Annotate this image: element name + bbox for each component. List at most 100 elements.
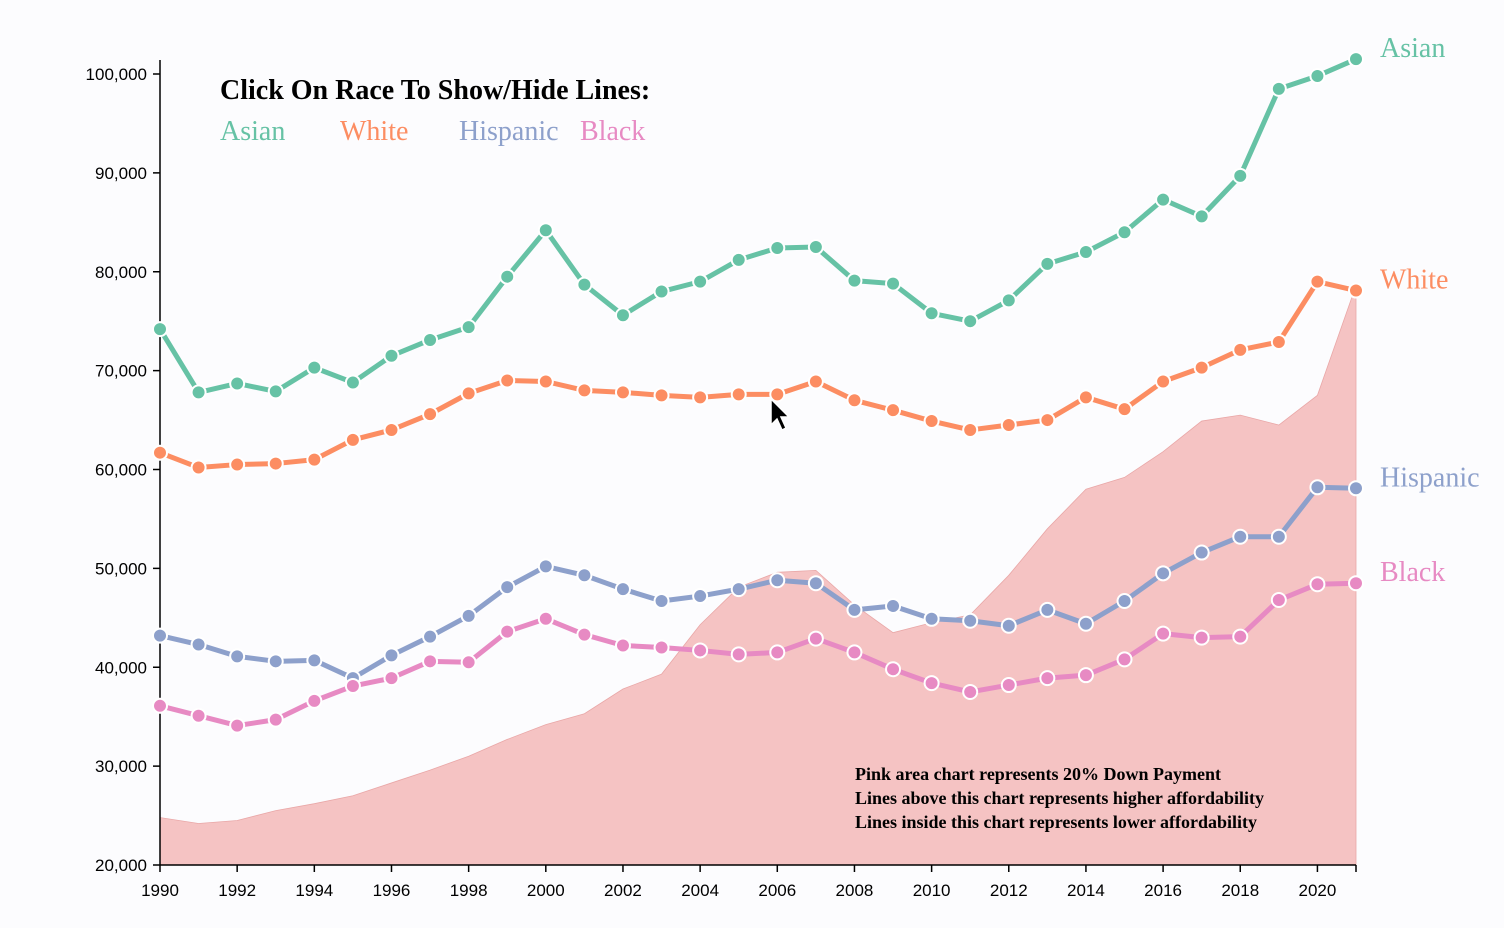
- data-point-asian[interactable]: [923, 305, 940, 322]
- data-point-asian[interactable]: [1270, 80, 1287, 97]
- data-point-hispanic[interactable]: [692, 588, 709, 605]
- data-point-white[interactable]: [846, 392, 863, 409]
- data-point-black[interactable]: [460, 654, 477, 671]
- data-point-hispanic[interactable]: [422, 628, 439, 645]
- data-point-black[interactable]: [1348, 575, 1364, 592]
- data-point-white[interactable]: [190, 459, 207, 476]
- data-point-black[interactable]: [653, 639, 670, 656]
- data-point-hispanic[interactable]: [499, 579, 516, 596]
- data-point-hispanic[interactable]: [537, 558, 554, 575]
- data-point-white[interactable]: [499, 372, 516, 389]
- data-point-hispanic[interactable]: [1232, 528, 1249, 545]
- data-point-hispanic[interactable]: [267, 653, 284, 670]
- data-point-black[interactable]: [730, 646, 747, 663]
- data-point-white[interactable]: [1116, 401, 1133, 418]
- data-point-hispanic[interactable]: [460, 607, 477, 624]
- data-point-hispanic[interactable]: [962, 612, 979, 629]
- data-point-asian[interactable]: [1000, 292, 1017, 309]
- data-point-asian[interactable]: [576, 276, 593, 293]
- data-point-hispanic[interactable]: [229, 648, 246, 665]
- data-point-asian[interactable]: [1039, 255, 1056, 272]
- data-point-hispanic[interactable]: [653, 593, 670, 610]
- data-point-white[interactable]: [1270, 333, 1287, 350]
- data-point-white[interactable]: [1000, 417, 1017, 434]
- data-point-hispanic[interactable]: [1000, 617, 1017, 634]
- data-point-white[interactable]: [576, 382, 593, 399]
- data-point-asian[interactable]: [1232, 167, 1249, 184]
- data-point-asian[interactable]: [1309, 67, 1326, 84]
- data-point-hispanic[interactable]: [1270, 528, 1287, 545]
- data-point-asian[interactable]: [769, 240, 786, 257]
- data-point-black[interactable]: [152, 697, 168, 714]
- data-point-hispanic[interactable]: [576, 567, 593, 584]
- data-point-asian[interactable]: [692, 273, 709, 290]
- data-point-black[interactable]: [306, 692, 323, 709]
- data-point-white[interactable]: [1039, 412, 1056, 429]
- data-point-asian[interactable]: [730, 251, 747, 268]
- data-point-black[interactable]: [614, 637, 631, 654]
- data-point-black[interactable]: [1270, 592, 1287, 609]
- data-point-asian[interactable]: [537, 222, 554, 239]
- data-point-white[interactable]: [267, 455, 284, 472]
- legend-item-hispanic[interactable]: Hispanic: [459, 116, 559, 147]
- data-point-black[interactable]: [229, 717, 246, 734]
- data-point-black[interactable]: [1077, 667, 1094, 684]
- legend-item-white[interactable]: White: [340, 116, 408, 147]
- data-point-asian[interactable]: [962, 313, 979, 330]
- data-point-hispanic[interactable]: [1116, 593, 1133, 610]
- data-point-asian[interactable]: [344, 374, 361, 391]
- data-point-white[interactable]: [1232, 341, 1249, 358]
- data-point-white[interactable]: [344, 431, 361, 448]
- data-point-white[interactable]: [769, 386, 786, 403]
- data-point-white[interactable]: [807, 373, 824, 390]
- data-point-black[interactable]: [846, 644, 863, 661]
- data-point-black[interactable]: [1116, 651, 1133, 668]
- data-point-hispanic[interactable]: [383, 647, 400, 664]
- data-point-white[interactable]: [1155, 373, 1172, 390]
- data-point-white[interactable]: [1309, 273, 1326, 290]
- data-point-black[interactable]: [190, 707, 207, 724]
- data-point-asian[interactable]: [383, 347, 400, 364]
- data-point-white[interactable]: [1193, 359, 1210, 376]
- data-point-asian[interactable]: [1155, 191, 1172, 208]
- data-point-asian[interactable]: [846, 272, 863, 289]
- data-point-black[interactable]: [1039, 670, 1056, 687]
- data-point-hispanic[interactable]: [846, 601, 863, 618]
- data-point-black[interactable]: [576, 626, 593, 643]
- data-point-hispanic[interactable]: [1309, 479, 1326, 496]
- data-point-asian[interactable]: [653, 283, 670, 300]
- data-point-white[interactable]: [460, 385, 477, 402]
- data-point-black[interactable]: [344, 678, 361, 695]
- data-point-hispanic[interactable]: [923, 610, 940, 627]
- data-point-black[interactable]: [1232, 628, 1249, 645]
- data-point-black[interactable]: [1309, 576, 1326, 593]
- data-point-hispanic[interactable]: [152, 627, 168, 644]
- data-point-black[interactable]: [267, 711, 284, 728]
- data-point-black[interactable]: [1000, 677, 1017, 694]
- data-point-white[interactable]: [1077, 389, 1094, 406]
- data-point-black[interactable]: [692, 642, 709, 659]
- data-point-black[interactable]: [923, 675, 940, 692]
- legend-item-black[interactable]: Black: [580, 116, 645, 147]
- data-point-black[interactable]: [1155, 625, 1172, 642]
- data-point-black[interactable]: [537, 610, 554, 627]
- data-point-white[interactable]: [923, 413, 940, 430]
- data-point-hispanic[interactable]: [1348, 480, 1364, 497]
- data-point-white[interactable]: [422, 406, 439, 423]
- data-point-white[interactable]: [306, 451, 323, 468]
- data-point-hispanic[interactable]: [190, 636, 207, 653]
- data-point-white[interactable]: [692, 389, 709, 406]
- data-point-hispanic[interactable]: [306, 652, 323, 669]
- data-point-black[interactable]: [962, 683, 979, 700]
- data-point-black[interactable]: [885, 661, 902, 678]
- data-point-hispanic[interactable]: [769, 572, 786, 589]
- data-point-black[interactable]: [499, 623, 516, 640]
- data-point-asian[interactable]: [267, 383, 284, 400]
- data-point-hispanic[interactable]: [807, 575, 824, 592]
- legend-item-asian[interactable]: Asian: [220, 116, 285, 147]
- data-point-white[interactable]: [730, 386, 747, 403]
- data-point-asian[interactable]: [499, 268, 516, 285]
- data-point-white[interactable]: [229, 456, 246, 473]
- data-point-white[interactable]: [1348, 282, 1364, 299]
- data-point-asian[interactable]: [229, 375, 246, 392]
